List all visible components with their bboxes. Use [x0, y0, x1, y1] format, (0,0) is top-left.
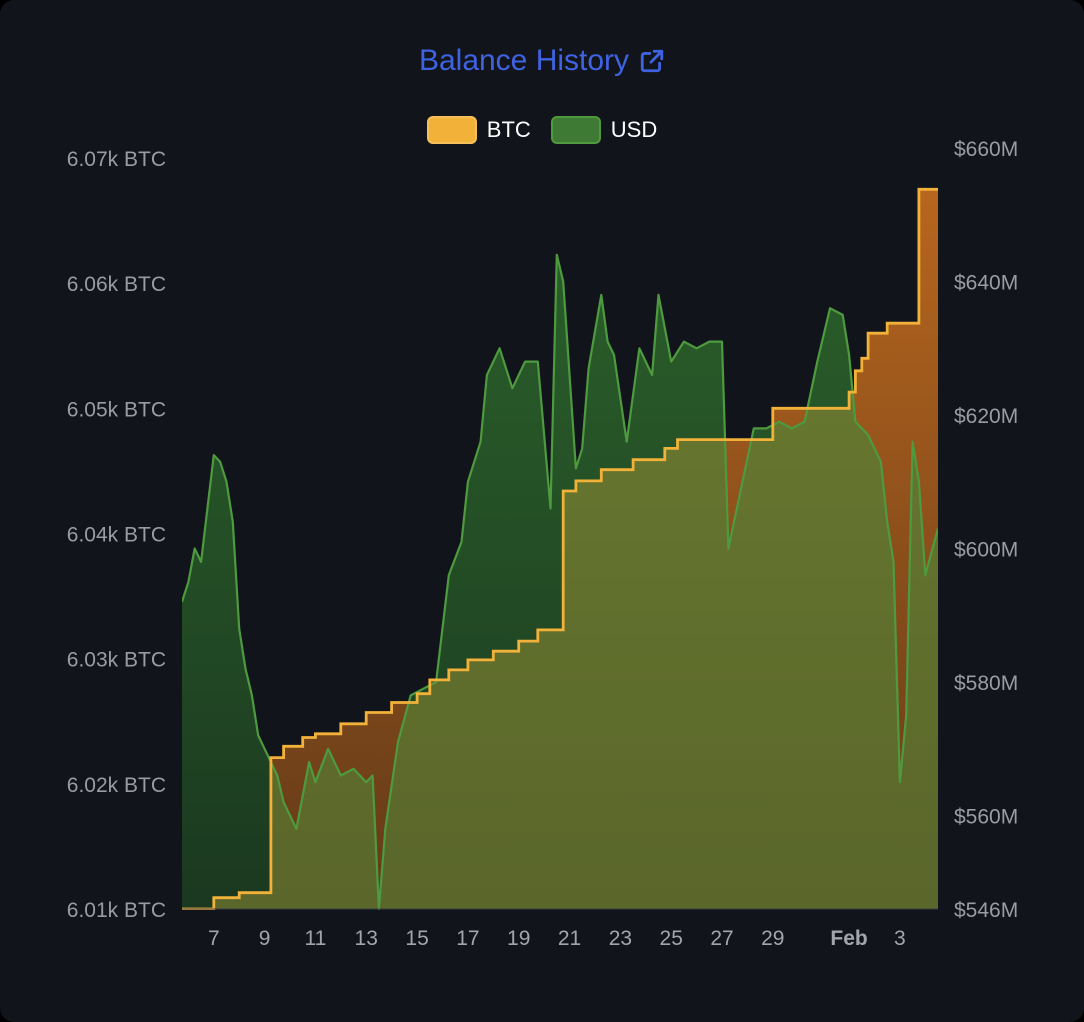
y-right-tick-label: $660M [954, 138, 1018, 161]
y-left-tick-label: 6.04k BTC [67, 524, 166, 547]
y-right-tick-label: $580M [954, 672, 1018, 695]
x-tick-label: 11 [304, 927, 326, 950]
legend-item-usd[interactable]: USD [550, 116, 658, 144]
x-tick-label: 25 [660, 927, 683, 950]
y-left-tick-label: 6.02k BTC [67, 774, 166, 797]
x-tick-label: 7 [208, 927, 220, 950]
external-link-icon [640, 49, 664, 73]
y-right-tick-label: $620M [954, 405, 1018, 428]
x-tick-label: 23 [609, 927, 632, 950]
title-row: Balance History [0, 44, 1084, 88]
btc-swatch [426, 116, 477, 144]
y-right-tick-label: $600M [954, 539, 1018, 562]
usd-swatch [550, 116, 601, 144]
y-left-tick-label: 6.07k BTC [67, 148, 166, 171]
x-tick-label: 3 [894, 927, 906, 950]
x-tick-label: 29 [761, 927, 784, 950]
legend-label-btc: BTC [486, 117, 531, 142]
x-tick-label: 19 [507, 927, 530, 950]
btc-line [182, 187, 938, 910]
chart-title: Balance History [418, 44, 630, 77]
y-left-tick-label: 6.06k BTC [67, 273, 166, 296]
legend-label-usd: USD [610, 117, 658, 142]
y-left-tick-label: 6.05k BTC [67, 398, 166, 421]
x-tick-label: 15 [405, 927, 428, 950]
x-tick-label: 9 [259, 927, 271, 950]
y-right-tick-label: $560M [954, 806, 1018, 829]
x-tick-label: 21 [558, 927, 581, 950]
y-left-tick-label: 6.03k BTC [67, 649, 166, 672]
y-left-tick-label: 6.01k BTC [67, 899, 166, 922]
y-right-tick-label: $640M [954, 272, 1018, 295]
x-tick-label: 27 [710, 927, 733, 950]
x-tick-label: Feb [830, 927, 867, 950]
balance-history-link[interactable]: Balance History [419, 44, 665, 78]
legend: BTC USD [0, 116, 1084, 144]
y-right-tick-label: $546M [954, 899, 1018, 922]
usd-line [182, 253, 938, 910]
legend-item-btc[interactable]: BTC [426, 116, 531, 144]
x-tick-label: 13 [355, 927, 378, 950]
x-tick-label: 17 [456, 927, 479, 950]
